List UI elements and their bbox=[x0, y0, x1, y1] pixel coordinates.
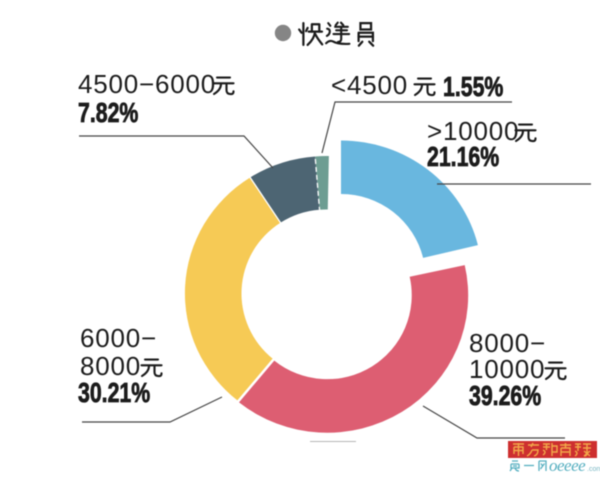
svg-text:7.82%: 7.82% bbox=[78, 97, 138, 129]
svg-text:10000: 10000 bbox=[469, 354, 545, 384]
svg-text:6000−: 6000− bbox=[80, 323, 157, 353]
svg-text:39.26%: 39.26% bbox=[469, 380, 541, 412]
svg-text:4500−6000: 4500−6000 bbox=[78, 69, 216, 99]
svg-text:oeeee: oeeee bbox=[549, 456, 586, 475]
svg-text:21.16%: 21.16% bbox=[427, 141, 499, 173]
svg-text:8000−: 8000− bbox=[469, 328, 546, 358]
svg-text:8000: 8000 bbox=[80, 351, 141, 381]
svg-text:>10000: >10000 bbox=[427, 116, 519, 146]
svg-text:30.21%: 30.21% bbox=[78, 377, 150, 409]
svg-text:.com: .com bbox=[587, 466, 600, 473]
svg-text:1.55%: 1.55% bbox=[443, 71, 503, 103]
svg-text:<4500: <4500 bbox=[331, 70, 408, 100]
